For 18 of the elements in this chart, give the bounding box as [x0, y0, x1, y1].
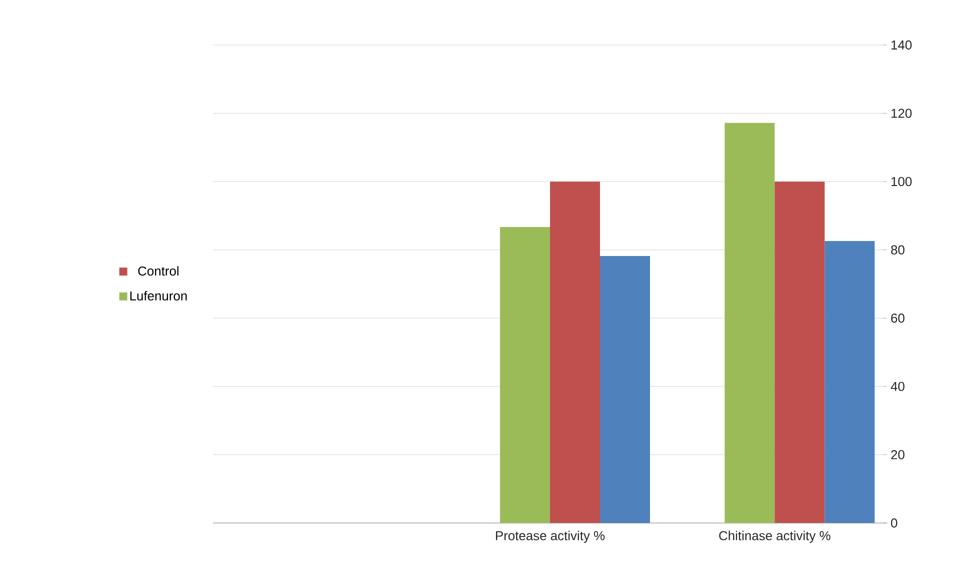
bar — [500, 226, 550, 523]
legend-label: Control — [138, 266, 178, 276]
y-tick-label: 60 — [891, 314, 904, 323]
legend-label: Lufenuron — [130, 290, 187, 300]
bar — [774, 182, 825, 523]
y-tick-label: 40 — [890, 382, 904, 392]
y-tick-label: 120 — [892, 108, 912, 118]
bar — [600, 256, 650, 523]
y-tick-label: 20 — [891, 450, 904, 460]
y-tick-label: 140 — [892, 40, 912, 50]
x-tick-label: Protease activity % — [496, 530, 605, 543]
bar — [550, 182, 600, 523]
y-tick-label: 100 — [892, 176, 912, 186]
bar — [824, 240, 875, 523]
y-tick-label: 0 — [891, 518, 898, 528]
x-tick-label: Chitinase activity % — [719, 530, 830, 543]
bar — [724, 122, 775, 523]
y-tick-label: 80 — [891, 245, 904, 254]
